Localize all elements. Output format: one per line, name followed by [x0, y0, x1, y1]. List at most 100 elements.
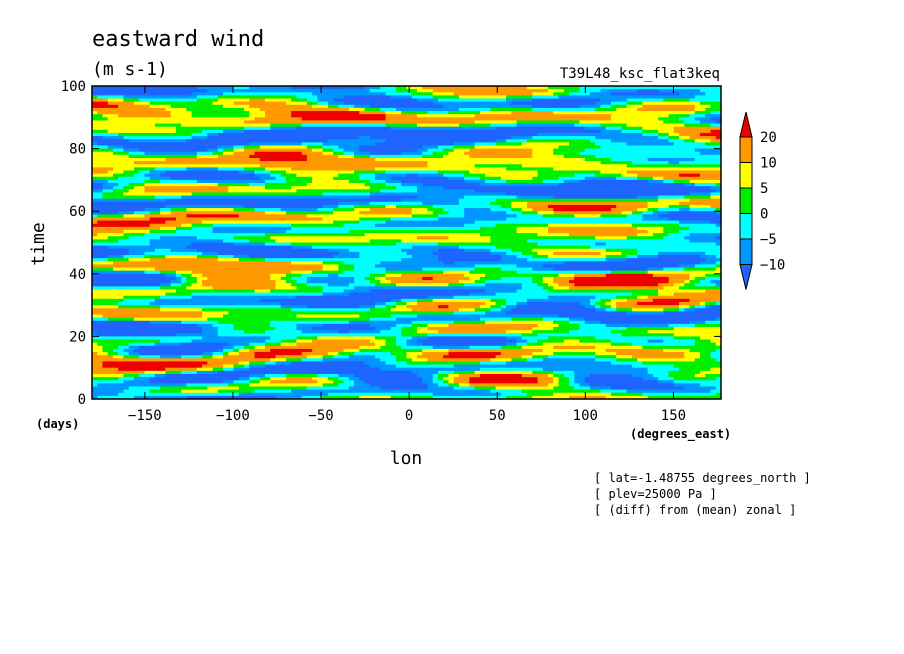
- field-cell: [626, 214, 643, 219]
- field-cell: [642, 104, 696, 109]
- field-cell: [306, 214, 413, 219]
- field-cell: [437, 370, 455, 375]
- field-cell: [233, 323, 271, 328]
- field-cell: [469, 377, 539, 381]
- field-cell: [233, 86, 250, 90]
- field-cell: [506, 211, 523, 215]
- field-cell: [679, 173, 701, 178]
- field-cell: [663, 176, 721, 181]
- field-cell: [375, 336, 397, 341]
- field-cell: [348, 386, 381, 391]
- field-cell: [112, 261, 292, 266]
- field-cell: [495, 301, 507, 306]
- field-cell: [217, 255, 235, 259]
- field-cell: [112, 355, 125, 359]
- field-cell: [705, 273, 721, 278]
- field-cell: [343, 151, 355, 156]
- field-cell: [102, 364, 203, 369]
- field-cell: [537, 339, 565, 344]
- field-cell: [244, 364, 250, 369]
- field-cell: [359, 217, 392, 222]
- field-cell: [322, 355, 334, 359]
- field-cell: [521, 336, 549, 341]
- field-cell: [112, 189, 130, 194]
- field-cell: [327, 139, 387, 143]
- field-cell: [422, 276, 434, 281]
- field-cell: [485, 320, 554, 325]
- field-cell: [296, 323, 324, 328]
- field-cell: [479, 176, 502, 181]
- field-cell: [133, 395, 187, 399]
- field-cell: [196, 236, 235, 240]
- field-cell: [532, 280, 544, 284]
- field-cell: [369, 179, 387, 184]
- field-cell: [301, 117, 387, 122]
- field-cell: [92, 98, 109, 103]
- field-cell: [149, 229, 177, 234]
- field-cell: [637, 301, 680, 306]
- field-cell: [416, 173, 444, 178]
- field-cell: [495, 245, 591, 250]
- field-cell: [102, 195, 156, 200]
- field-cell: [464, 248, 491, 253]
- field-cell: [396, 336, 413, 341]
- field-cell: [369, 280, 381, 284]
- field-cell: [396, 242, 439, 247]
- field-cell: [343, 223, 376, 228]
- field-cell: [464, 195, 518, 200]
- field-cell: [673, 377, 717, 381]
- field-cell: [490, 208, 512, 212]
- field-cell: [217, 348, 224, 353]
- field-cell: [668, 114, 691, 118]
- field-cell: [647, 204, 670, 209]
- field-cell: [144, 270, 161, 275]
- field-cell: [160, 211, 172, 215]
- field-cell: [600, 89, 638, 93]
- field-cell: [610, 339, 649, 344]
- field-cell: [595, 236, 628, 240]
- field-cell: [107, 258, 130, 262]
- field-cell: [631, 342, 696, 347]
- field-cell: [144, 179, 161, 184]
- field-cell: [642, 129, 659, 134]
- field-cell: [175, 217, 324, 222]
- field-cell: [212, 355, 224, 359]
- field-cell: [285, 101, 308, 106]
- field-cell: [663, 226, 691, 231]
- field-cell: [212, 286, 277, 291]
- field-cell: [92, 345, 104, 350]
- field-cell: [595, 336, 675, 341]
- field-cell: [369, 151, 402, 156]
- field-cell: [118, 239, 151, 244]
- field-cell: [301, 358, 324, 363]
- field-cell: [317, 380, 334, 384]
- field-cell: [532, 98, 602, 103]
- field-cell: [453, 364, 633, 369]
- field-cell: [532, 355, 549, 359]
- field-cell: [338, 251, 360, 256]
- field-cell: [380, 261, 444, 266]
- field-cell: [673, 383, 701, 388]
- field-cell: [595, 301, 607, 306]
- field-cell: [637, 248, 721, 253]
- field-cell: [175, 270, 193, 275]
- field-cell: [133, 317, 208, 322]
- field-cell: [715, 261, 721, 266]
- colorbar-max-arrow: [739, 111, 753, 138]
- field-cell: [553, 380, 560, 384]
- field-cell: [364, 233, 481, 237]
- field-cell: [217, 251, 339, 256]
- field-cell: [464, 176, 481, 181]
- field-cell: [186, 208, 235, 212]
- field-cell: [369, 317, 397, 322]
- field-cell: [170, 114, 193, 118]
- field-cell: [92, 242, 151, 247]
- field-cell: [694, 104, 712, 109]
- field-cell: [532, 255, 549, 259]
- field-cell: [589, 139, 612, 143]
- field-cell: [574, 386, 591, 391]
- field-cell: [97, 333, 177, 337]
- field-cell: [296, 295, 429, 300]
- field-cell: [385, 270, 444, 275]
